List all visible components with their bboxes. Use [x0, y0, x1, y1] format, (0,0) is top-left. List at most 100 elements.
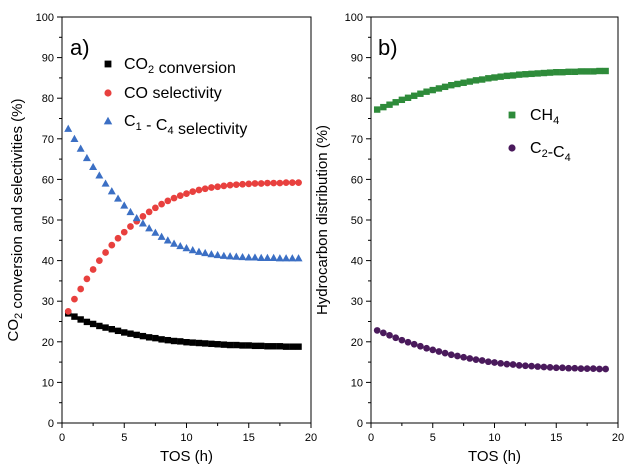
data-point [392, 99, 399, 106]
data-point [195, 339, 203, 347]
data-point [258, 342, 265, 350]
x-axis-label: TOS (h) [468, 448, 521, 464]
x-tick-label: 20 [612, 432, 624, 444]
y-tick-label: 60 [42, 174, 54, 186]
data-point [448, 82, 455, 89]
data-point [417, 90, 424, 97]
data-point [380, 103, 387, 111]
y-tick-label: 0 [357, 418, 363, 430]
data-point [101, 179, 110, 187]
data-point [139, 212, 147, 220]
legend-entry: C2-C4 [530, 140, 571, 164]
data-point [121, 329, 128, 336]
data-point [275, 254, 284, 262]
y-tick-label: 10 [351, 377, 363, 389]
data-point [441, 83, 449, 91]
data-point [565, 364, 572, 372]
data-point [157, 232, 166, 240]
x-axis-label: TOS (h) [160, 448, 213, 464]
data-point [107, 187, 116, 195]
x-tick-label: 20 [305, 432, 317, 444]
data-point [288, 254, 297, 262]
data-point [565, 68, 572, 76]
data-point [288, 179, 296, 187]
data-point [214, 341, 221, 348]
data-point [590, 68, 597, 75]
data-point [170, 337, 178, 345]
y-tick-label: 10 [42, 377, 54, 389]
data-point [219, 251, 228, 259]
data-point [183, 190, 190, 197]
y-tick-label: 100 [36, 12, 54, 24]
plot-frame [61, 16, 312, 424]
data-point [251, 180, 259, 187]
data-point [276, 179, 284, 187]
data-point [522, 362, 529, 370]
data-point [546, 69, 554, 76]
series-2 [64, 124, 303, 262]
data-point [546, 364, 554, 371]
legend-entry: C1 - C4 selectivity [124, 113, 247, 138]
data-point [70, 134, 79, 142]
data-point [379, 329, 387, 337]
data-point [64, 307, 72, 315]
chart-panel-a: 0 10 20 30 40 50 60 70 80 90 100 0 5 10 15 20 TOS (h) CO2… [5, 12, 317, 464]
data-point [559, 69, 566, 76]
y-axis-label: CO2 conversion and selectivities (%) [5, 99, 26, 342]
data-point [201, 185, 209, 193]
data-point [410, 340, 418, 348]
data-point [264, 343, 271, 350]
data-point [251, 342, 259, 350]
data-point [602, 67, 609, 75]
y-tick-label: 70 [42, 134, 54, 146]
data-point [194, 247, 203, 255]
data-point [164, 336, 172, 344]
data-point [226, 181, 234, 189]
data-point [220, 182, 228, 190]
data-point [528, 70, 535, 78]
data-point [602, 365, 610, 373]
data-point [596, 365, 603, 373]
data-point [559, 364, 566, 372]
data-point [138, 219, 147, 227]
data-point [214, 183, 221, 191]
data-point [509, 72, 517, 79]
data-point [77, 285, 85, 293]
data-point [188, 246, 197, 254]
data-point [95, 171, 104, 179]
data-point [423, 344, 430, 352]
data-point [472, 77, 480, 84]
chart-panel-b: 0 10 20 30 40 50 60 70 80 90 100 0 5 10 15 20 TOS (h) Hyd… [314, 12, 624, 464]
data-point [170, 194, 178, 202]
data-point [373, 327, 381, 334]
data-point [89, 162, 98, 171]
y-tick-label: 90 [42, 53, 54, 65]
x-tick-label: 5 [121, 432, 127, 444]
data-point [201, 248, 210, 257]
data-point [282, 343, 290, 350]
data-point [497, 73, 504, 80]
data-point [163, 236, 172, 244]
data-point [257, 253, 266, 261]
data-point [213, 250, 222, 259]
legend-marker [508, 111, 516, 119]
data-point [485, 75, 492, 82]
data-point [177, 338, 184, 345]
y-tick-label: 90 [351, 53, 363, 65]
series-0 [373, 67, 609, 113]
y-tick-label: 70 [351, 134, 363, 146]
data-point [71, 295, 78, 303]
data-point [139, 332, 147, 340]
data-point [417, 342, 424, 350]
data-point [208, 184, 215, 191]
data-point [250, 253, 259, 261]
data-point [102, 249, 109, 256]
data-point [245, 180, 253, 188]
data-point [126, 207, 135, 216]
data-point [441, 349, 449, 357]
data-point [226, 252, 235, 260]
data-point [478, 76, 486, 83]
data-point [71, 313, 78, 320]
data-point [491, 359, 498, 366]
panel-label: b) [378, 35, 398, 60]
